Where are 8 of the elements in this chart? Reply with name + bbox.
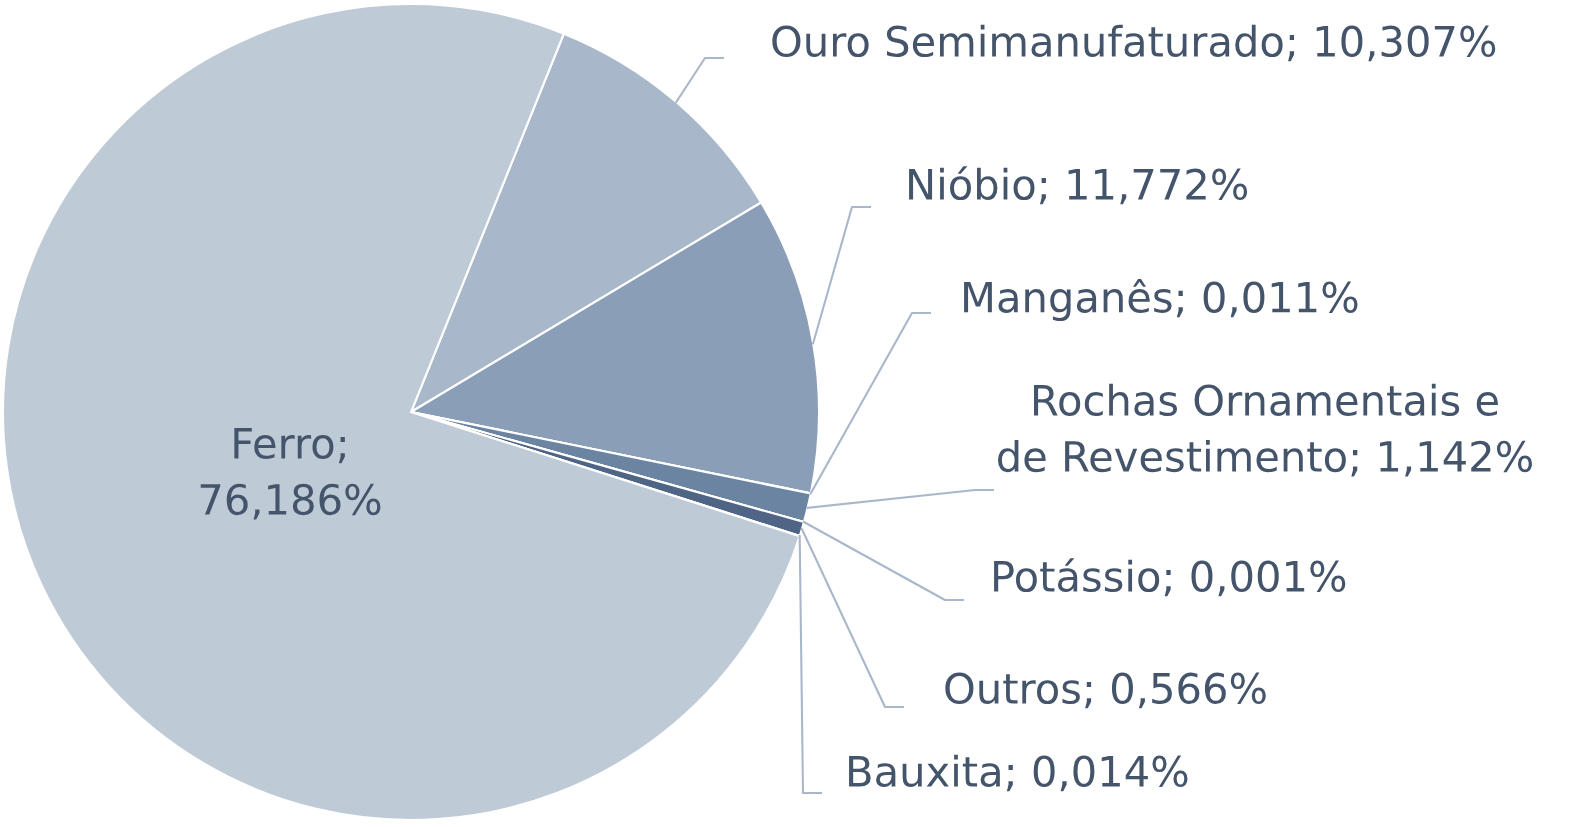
slice-label: Nióbio; 11,772% <box>909 166 1248 205</box>
slice-label: Manganês; 0,011% <box>964 279 1358 321</box>
slice-label: Potássio; 0,001% <box>994 558 1346 597</box>
slice-label: Rochas Ornamentais e de Revestimento; 1,142% <box>998 383 1532 477</box>
slice-label: Bauxita; 0,014% <box>849 754 1188 792</box>
slice-label: Ouro Semimanufaturado; 10,307% <box>772 24 1496 62</box>
slice-label: Ferro; 76,186% <box>200 428 381 520</box>
slice-label: Outros; 0,566% <box>945 672 1266 709</box>
